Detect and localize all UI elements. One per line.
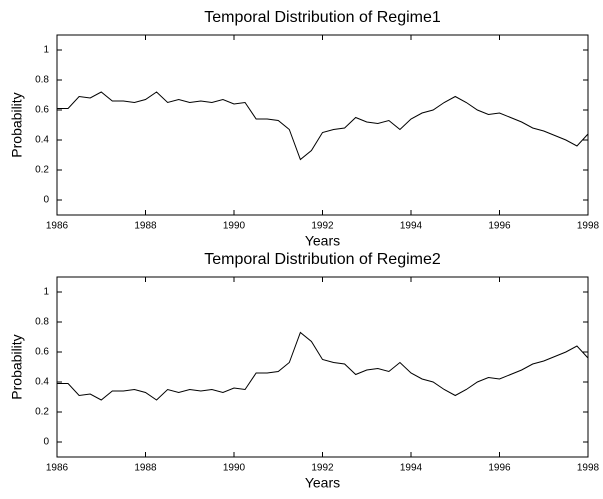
x-axis-label: Years bbox=[305, 233, 340, 249]
y-axis-label: Probability bbox=[9, 92, 25, 157]
y-tick-label: 0.2 bbox=[35, 407, 49, 418]
y-axis-label: Probability bbox=[9, 334, 25, 399]
x-tick-label: 1996 bbox=[488, 463, 511, 474]
y-tick-label: 0 bbox=[43, 437, 49, 448]
x-tick-label: 1998 bbox=[577, 221, 600, 232]
chart-title: Temporal Distribution of Regime1 bbox=[204, 9, 441, 26]
x-tick-label: 1988 bbox=[134, 463, 157, 474]
x-tick-label: 1992 bbox=[311, 221, 334, 232]
data-line bbox=[57, 331, 589, 401]
x-tick-label: 1994 bbox=[400, 221, 423, 232]
y-tick-label: 0.6 bbox=[35, 105, 49, 116]
y-tick-label: 0.2 bbox=[35, 165, 49, 176]
x-axis-label: Years bbox=[305, 475, 340, 491]
x-tick-label: 1998 bbox=[577, 463, 600, 474]
y-tick-label: 0 bbox=[43, 195, 49, 206]
x-tick-label: 1986 bbox=[46, 221, 69, 232]
y-tick-label: 0.8 bbox=[35, 317, 49, 328]
x-tick-label: 1992 bbox=[311, 463, 334, 474]
axes-box bbox=[56, 276, 589, 458]
x-tick-label: 1996 bbox=[488, 221, 511, 232]
data-line bbox=[57, 91, 589, 161]
x-tick-label: 1986 bbox=[46, 463, 69, 474]
x-tick-label: 1990 bbox=[223, 221, 246, 232]
y-tick-label: 0.4 bbox=[35, 377, 49, 388]
axes-box bbox=[56, 34, 589, 216]
x-tick-label: 1988 bbox=[134, 221, 157, 232]
y-tick-label: 0.6 bbox=[35, 347, 49, 358]
y-tick-label: 1 bbox=[43, 287, 49, 298]
x-tick-label: 1990 bbox=[223, 463, 246, 474]
y-tick-label: 0.8 bbox=[35, 75, 49, 86]
x-tick-label: 1994 bbox=[400, 463, 423, 474]
y-tick-label: 1 bbox=[43, 45, 49, 56]
y-tick-label: 0.4 bbox=[35, 135, 49, 146]
chart-title: Temporal Distribution of Regime2 bbox=[204, 251, 441, 268]
